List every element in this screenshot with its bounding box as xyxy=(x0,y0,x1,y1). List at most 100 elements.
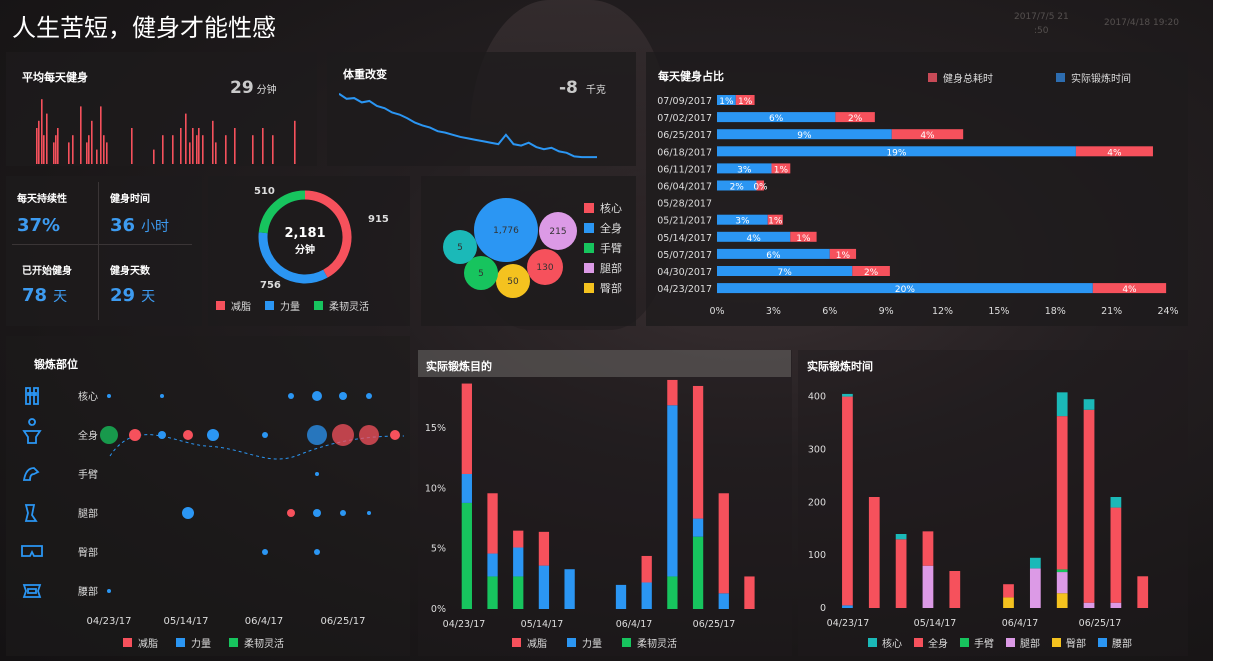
stacked-bar-segment xyxy=(1083,602,1095,608)
daily-bar xyxy=(43,135,45,164)
leg-icon xyxy=(24,504,38,522)
stat-hours-value: 36 小时 xyxy=(110,215,169,236)
legend-swatch xyxy=(176,638,185,647)
bubble xyxy=(539,212,577,250)
stacked-bar-segment xyxy=(538,531,550,566)
stacked-bar-segment xyxy=(949,571,961,608)
stacked-bar-segment xyxy=(718,493,729,594)
x-tick: 06/4/17 xyxy=(1002,618,1039,629)
timestamp-a: 2017/7/5 21 xyxy=(1014,12,1069,22)
bubble-label: 50 xyxy=(507,277,519,287)
stat-days-label: 健身天数 xyxy=(110,266,150,277)
weight-number: -8 xyxy=(559,78,578,98)
daily-bar xyxy=(234,128,236,164)
stacked-bar-segment xyxy=(868,497,880,608)
bubble xyxy=(464,256,498,290)
stacked-bar-segment xyxy=(692,536,704,609)
stacked-bar-segment xyxy=(1110,507,1122,603)
stacked-bar-segment xyxy=(641,555,652,583)
ratio-x-tick: 0% xyxy=(709,306,724,317)
bubble-legend-swatch xyxy=(584,243,594,253)
stat-started-label: 已开始健身 xyxy=(22,266,72,277)
y-tick: 0 xyxy=(820,603,826,614)
ratio-total-label: 1% xyxy=(836,251,851,261)
stacked-bar-segment xyxy=(1056,593,1068,608)
body-part-dot xyxy=(107,589,111,593)
ratio-legend-label: 实际锻炼时间 xyxy=(1071,74,1131,85)
body-part-dot xyxy=(182,507,194,519)
hip-icon xyxy=(21,545,43,557)
stacked-bar-segment xyxy=(1137,576,1149,608)
ratio-total-bar xyxy=(771,163,791,174)
stacked-bar-segment xyxy=(842,393,853,397)
daily-bar xyxy=(41,99,43,164)
daily-bar xyxy=(100,106,102,164)
ratio-total-label: 4% xyxy=(1122,285,1137,295)
legend-swatch xyxy=(868,638,877,647)
donut-segment-label: 915 xyxy=(368,214,389,225)
ratio-x-tick: 3% xyxy=(766,306,781,317)
donut-legend-label: 力量 xyxy=(280,302,300,313)
body-part-dot xyxy=(160,394,164,398)
daily-bar xyxy=(185,113,187,164)
daily-bar xyxy=(172,135,174,164)
purpose-legend-label: 柔韧灵活 xyxy=(637,639,677,650)
body-part-dot xyxy=(340,510,346,516)
ratio-total-label: 0% xyxy=(753,183,768,193)
ratio-actual-label: 1% xyxy=(719,97,734,107)
body-part-dot xyxy=(366,393,372,399)
stacked-bar-segment xyxy=(667,379,678,406)
body-part-label: 腿部 xyxy=(78,507,98,520)
ratio-total-bar xyxy=(891,129,964,140)
dashboard-background: 人生苦短，健身才能性感 2017/7/5 21 :50 2017/4/18 19… xyxy=(0,0,1213,661)
daily-bar xyxy=(46,113,48,164)
bp-legend-label: 减脂 xyxy=(138,639,158,650)
ratio-date-label: 05/07/2017 xyxy=(657,250,712,261)
weight-panel: 体重改变 -8 千克 xyxy=(327,52,636,166)
ratio-date-label: 07/02/2017 xyxy=(657,113,712,124)
weight-line xyxy=(339,92,597,159)
legend-swatch xyxy=(123,638,132,647)
purpose-legend-flex: 柔韧灵活 xyxy=(622,635,677,650)
stat-hours-number: 36 xyxy=(110,215,136,236)
daily-bar xyxy=(36,128,38,164)
daily-bar xyxy=(88,135,90,164)
stacked-bar-segment xyxy=(513,576,524,609)
time-legend: 核心 全身 手臂 腿部 臀部 腰部 xyxy=(868,635,1132,650)
bubble xyxy=(443,230,477,264)
ratio-total-label: 4% xyxy=(920,131,935,141)
body-part-dot xyxy=(207,429,219,441)
ratio-legend-label: 健身总耗时 xyxy=(943,74,993,85)
bubble-label: 1,776 xyxy=(493,226,519,236)
y-tick: 15% xyxy=(425,423,446,434)
y-tick: 10% xyxy=(425,483,446,494)
body-part-dot xyxy=(262,432,268,438)
daily-bar xyxy=(272,135,274,164)
body-part-dot xyxy=(287,509,295,517)
legend-swatch xyxy=(1056,73,1065,82)
legend-swatch xyxy=(314,301,323,310)
ratio-actual-label: 2% xyxy=(730,183,745,193)
stats-divider-h xyxy=(12,244,192,245)
ratio-total-bar xyxy=(735,95,755,105)
ratio-total-bar xyxy=(829,248,857,259)
bubble-legend-swatch xyxy=(584,223,594,233)
donut-legend-label: 减脂 xyxy=(231,302,251,313)
stat-hours-unit: 小时 xyxy=(141,219,170,235)
ratio-actual-bar xyxy=(717,214,768,225)
donut-center-value: 2,181 xyxy=(284,226,325,241)
body-part-dot xyxy=(359,425,379,445)
ratio-total-bar xyxy=(835,112,875,123)
ratio-total-label: 1% xyxy=(738,97,753,107)
stacked-bar-segment xyxy=(461,502,472,609)
ratio-panel: 每天健身占比 健身总耗时 实际锻炼时间 07/09/2017 1% 1% 07/02/… xyxy=(646,52,1188,326)
ratio-actual-bar xyxy=(717,146,1076,157)
timestamp-a2: :50 xyxy=(1034,26,1049,36)
stacked-bar-segment xyxy=(487,493,498,554)
donut-legend-item-fat: 减脂 xyxy=(216,298,251,313)
x-tick: 06/25/17 xyxy=(1079,618,1122,629)
donut-legend-item-flex: 柔韧灵活 xyxy=(314,298,369,313)
stacked-bar-segment xyxy=(922,531,934,566)
stacked-bar-segment xyxy=(895,534,907,540)
ratio-actual-label: 6% xyxy=(766,251,781,261)
